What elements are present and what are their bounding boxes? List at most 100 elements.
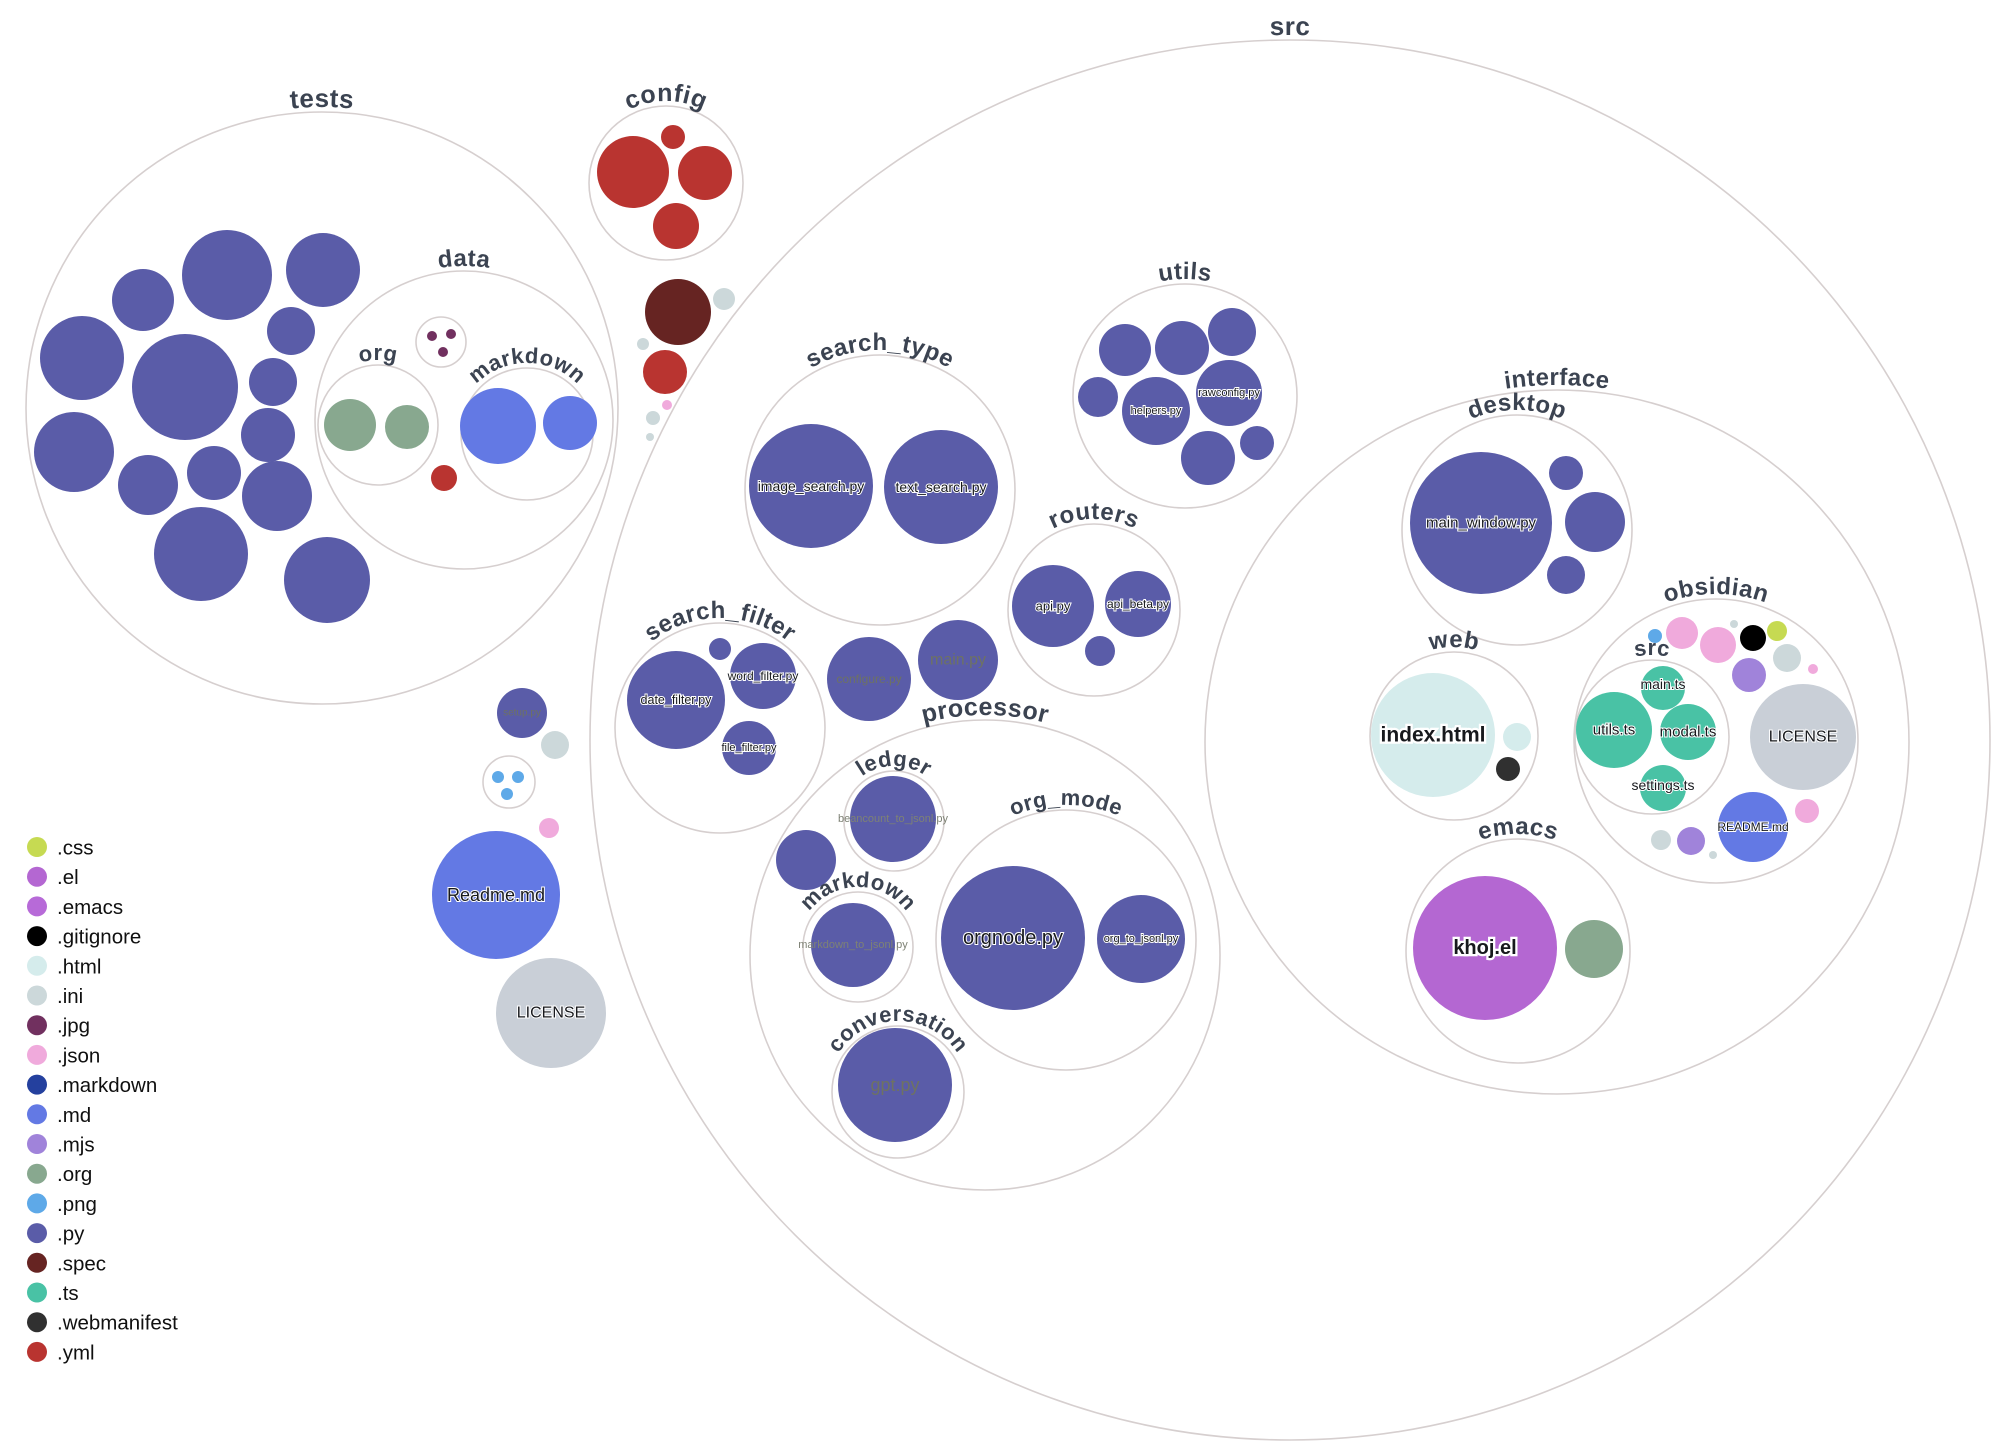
- file-desktop-py-1: [1549, 456, 1583, 490]
- file-khoj-el: khoj.el: [1413, 876, 1557, 1020]
- legend-item-png: .png: [27, 1193, 97, 1216]
- legend-label-el: .el: [57, 866, 79, 889]
- svg-text:api_beta.py: api_beta.py: [1107, 597, 1169, 611]
- legend-label-webmanifest: .webmanifest: [57, 1312, 178, 1335]
- file-tests-py-4: [40, 316, 124, 400]
- svg-text:beancount_to_jsonl.py: beancount_to_jsonl.py: [838, 813, 949, 825]
- file-filter-py-1: [709, 638, 731, 660]
- file-data-org-1: [324, 399, 376, 451]
- svg-text:interface: interface: [1503, 364, 1612, 395]
- file-obsidian-mjs-2: [1677, 827, 1705, 855]
- legend-item-emacs: .emacs: [27, 896, 123, 919]
- file-root-png-1: [492, 771, 504, 783]
- file-tests-py-10: [118, 455, 178, 515]
- file-root-json-2: [539, 818, 559, 838]
- file-obsidian-ini-2: [1773, 644, 1801, 672]
- file-utils-py-6: [1240, 426, 1274, 460]
- dir-data-org: org: [317, 340, 439, 486]
- file-orgnode-py: orgnode.py: [941, 866, 1085, 1010]
- legend-swatch-md: [27, 1104, 47, 1125]
- file-config-yml-2: [661, 125, 685, 149]
- legend-label-md: .md: [57, 1104, 91, 1127]
- file-obsidian-json-3: [1808, 664, 1818, 674]
- legend-label-emacs: .emacs: [57, 896, 123, 919]
- svg-text:file_filter.py: file_filter.py: [721, 742, 777, 754]
- file-readme-md: Readme.md: [432, 831, 560, 959]
- legend-label-png: .png: [57, 1193, 97, 1216]
- svg-text:setup.py: setup.py: [503, 708, 541, 719]
- svg-text:org_to_jsonl.py: org_to_jsonl.py: [1104, 933, 1179, 945]
- file-markdown-to-jsonl-py: markdown_to_jsonl.py: [798, 903, 908, 987]
- svg-text:markdown_to_jsonl.py: markdown_to_jsonl.py: [798, 939, 908, 951]
- svg-text:word_filter.py: word_filter.py: [727, 669, 799, 683]
- svg-text:main_window.py: main_window.py: [1426, 515, 1537, 532]
- legend-label-markdown: .markdown: [57, 1074, 157, 1097]
- legend-swatch-gitignore: [27, 926, 47, 947]
- legend-item-py: .py: [27, 1223, 85, 1246]
- file-license-root: LICENSE: [496, 958, 606, 1068]
- legend-label-org: .org: [57, 1163, 92, 1186]
- legend-label-py: .py: [57, 1223, 85, 1246]
- file-root-png-2: [512, 771, 524, 783]
- dir-search-type: search_type: [744, 329, 1016, 626]
- file-utils-py-3: [1208, 308, 1256, 356]
- legend-item-css: .css: [27, 837, 93, 860]
- circle-pack-nodes: tests configsrcdataorgmarkdownsetup.pyRea…: [25, 11, 1991, 1441]
- file-api-beta-py: api_beta.py: [1105, 571, 1171, 637]
- svg-text:main.py: main.py: [930, 652, 986, 669]
- file-utils-py-1: [1099, 324, 1151, 376]
- legend-item-ini: .ini: [27, 985, 83, 1008]
- file-root-spec: [645, 279, 711, 345]
- legend-swatch-emacs: [27, 896, 47, 917]
- svg-text:README.md: README.md: [1717, 820, 1788, 834]
- legend-label-css: .css: [57, 837, 93, 860]
- legend-item-gitignore: .gitignore: [27, 926, 141, 949]
- svg-text:utils.ts: utils.ts: [1593, 722, 1636, 739]
- file-obsidian-gitignore: [1740, 625, 1766, 651]
- legend-item-org: .org: [27, 1163, 92, 1186]
- legend-label-yml: .yml: [57, 1341, 95, 1364]
- legend-item-html: .html: [27, 955, 101, 978]
- file-main-window-py: main_window.py: [1410, 452, 1552, 594]
- file-setup-py: setup.py: [497, 688, 547, 738]
- legend-swatch-mjs: [27, 1134, 47, 1154]
- file-file-filter-py: file_filter.py: [720, 721, 778, 775]
- file-utils-py-2: [1155, 321, 1209, 375]
- file-data-jpg-3: [438, 347, 448, 357]
- file-text-search-py: text_search.py: [884, 430, 998, 544]
- svg-text:configure.py: configure.py: [836, 672, 901, 686]
- svg-text:settings.ts: settings.ts: [1631, 777, 1694, 793]
- file-root-ini-1: [713, 288, 735, 310]
- file-word-filter-py: word_filter.py: [726, 643, 799, 709]
- legend-item-md: .md: [27, 1104, 91, 1127]
- file-date-filter-py: date_filter.py: [627, 651, 725, 749]
- svg-text:khoj.el: khoj.el: [1453, 937, 1516, 959]
- legend-label-spec: .spec: [57, 1252, 106, 1275]
- file-org-to-jsonl-py: org_to_jsonl.py: [1097, 895, 1185, 983]
- svg-text:LICENSE: LICENSE: [517, 1005, 585, 1022]
- legend-label-gitignore: .gitignore: [57, 926, 141, 949]
- file-main-py: main.py: [918, 620, 998, 700]
- legend-swatch-jpg: [27, 1015, 47, 1036]
- file-root-ini-4: [646, 433, 654, 441]
- file-image-search-py: image_search.py: [749, 424, 873, 548]
- legend-swatch-ini: [27, 985, 47, 1006]
- file-beancount-to-jsonl-py: beancount_to_jsonl.py: [838, 776, 949, 862]
- svg-text:text_search.py: text_search.py: [895, 479, 986, 495]
- legend-swatch-json: [27, 1044, 47, 1065]
- legend-label-jpg: .jpg: [57, 1015, 90, 1038]
- file-obsidian-json-4: [1795, 799, 1819, 823]
- file-api-py: api.py: [1012, 565, 1094, 647]
- file-obsidian-mjs-1: [1732, 658, 1766, 692]
- file-routers-py-1: [1085, 636, 1115, 666]
- legend-item-json: .json: [27, 1044, 100, 1067]
- legend-label-ts: .ts: [57, 1282, 79, 1305]
- file-readme-md-obsidian: README.md: [1716, 792, 1790, 862]
- dir-data-jpg-folder: [415, 316, 467, 368]
- legend-item-mjs: .mjs: [27, 1134, 95, 1157]
- legend-item-spec: .spec: [27, 1252, 106, 1275]
- file-root-png-3: [501, 788, 513, 800]
- file-obsidian-json-2: [1700, 627, 1736, 663]
- svg-text:tests: tests: [289, 83, 356, 115]
